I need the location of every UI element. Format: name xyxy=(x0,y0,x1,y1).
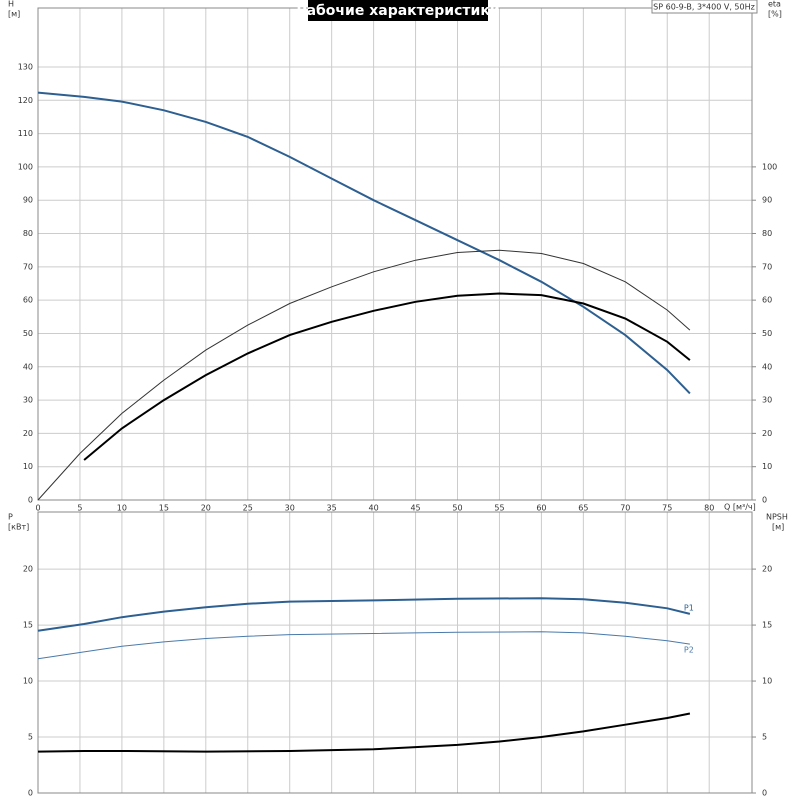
series-label: P1 xyxy=(684,603,694,612)
y-tick-label: 40 xyxy=(23,362,33,371)
y-tick-label: 50 xyxy=(23,329,33,338)
y-tick-label: 30 xyxy=(23,396,33,405)
y-tick-label: 80 xyxy=(23,229,33,238)
x-tick-label: 60 xyxy=(536,504,546,513)
y-tick-label: 0 xyxy=(28,496,33,505)
y2-label: NPSH xyxy=(766,513,788,522)
x-tick-label: 50 xyxy=(452,504,462,513)
plot-frame xyxy=(37,511,753,794)
y-tick-label: 15 xyxy=(23,621,33,630)
y-tick-label: 90 xyxy=(23,196,33,205)
x-tick-label: 15 xyxy=(159,504,169,513)
y2-tick-label: 50 xyxy=(762,329,772,338)
plot-frame xyxy=(37,7,753,501)
y-tick-label: 60 xyxy=(23,296,33,305)
chart-title: Рабочие характеристики xyxy=(296,3,499,19)
y-unit: [кВт] xyxy=(8,523,29,532)
y2-tick-label: 90 xyxy=(762,196,772,205)
x-tick-label: 25 xyxy=(243,504,253,513)
curve xyxy=(37,597,691,632)
x-tick-label: 75 xyxy=(662,504,672,513)
y-tick-label: 120 xyxy=(18,96,33,105)
curve xyxy=(37,712,691,753)
y2-tick-label: 80 xyxy=(762,229,772,238)
x-tick-label: 40 xyxy=(369,504,379,513)
y-label: P xyxy=(8,513,13,522)
y2-tick-label: 20 xyxy=(762,565,772,574)
y-tick-label: 130 xyxy=(18,62,33,71)
subtitle-box xyxy=(651,0,758,14)
y-tick-label: 20 xyxy=(23,565,33,574)
y-tick-label: 10 xyxy=(23,462,33,471)
x-tick-label: 65 xyxy=(578,504,588,513)
y2-tick-label: 70 xyxy=(762,262,772,271)
y-tick-label: 20 xyxy=(23,429,33,438)
x-tick-label: 30 xyxy=(285,504,295,513)
y-tick-label: 110 xyxy=(18,129,33,138)
y2-tick-label: 15 xyxy=(762,621,772,630)
y-label: H xyxy=(8,0,14,9)
y2-tick-label: 10 xyxy=(762,677,772,686)
y2-label: eta xyxy=(768,0,781,9)
title-box xyxy=(308,0,488,21)
curve xyxy=(83,292,691,461)
y2-tick-label: 5 xyxy=(762,733,767,742)
y2-tick-label: 0 xyxy=(762,789,767,798)
x-tick-label: 45 xyxy=(410,504,420,513)
x-tick-label: 5 xyxy=(77,504,82,513)
y2-tick-label: 60 xyxy=(762,296,772,305)
y-tick-label: 5 xyxy=(28,733,33,742)
x-tick-label: 35 xyxy=(327,504,337,513)
y2-tick-label: 0 xyxy=(762,496,767,505)
curve xyxy=(37,91,691,395)
curve xyxy=(37,249,691,501)
x-tick-label: 70 xyxy=(620,504,630,513)
y-tick-label: 100 xyxy=(18,162,33,171)
y2-unit: [м] xyxy=(772,523,784,532)
y2-tick-label: 40 xyxy=(762,362,772,371)
y-unit: [м] xyxy=(8,10,20,19)
y2-unit: [%] xyxy=(768,10,782,19)
x-tick-label: 20 xyxy=(201,504,211,513)
y2-tick-label: 10 xyxy=(762,462,772,471)
y-tick-label: 0 xyxy=(28,789,33,798)
y-tick-label: 70 xyxy=(23,262,33,271)
x-tick-label: 0 xyxy=(35,504,40,513)
series-label: P2 xyxy=(684,646,694,655)
y-tick-label: 10 xyxy=(23,677,33,686)
y2-tick-label: 100 xyxy=(762,162,777,171)
curve xyxy=(37,631,690,660)
y2-tick-label: 30 xyxy=(762,396,772,405)
x-label: Q [м³/ч] xyxy=(724,503,756,512)
x-tick-label: 10 xyxy=(117,504,127,513)
subtitle: SP 60-9-B, 3*400 V, 50Hz xyxy=(653,3,755,12)
x-tick-label: 55 xyxy=(494,504,504,513)
y2-tick-label: 20 xyxy=(762,429,772,438)
x-tick-label: 80 xyxy=(704,504,714,513)
